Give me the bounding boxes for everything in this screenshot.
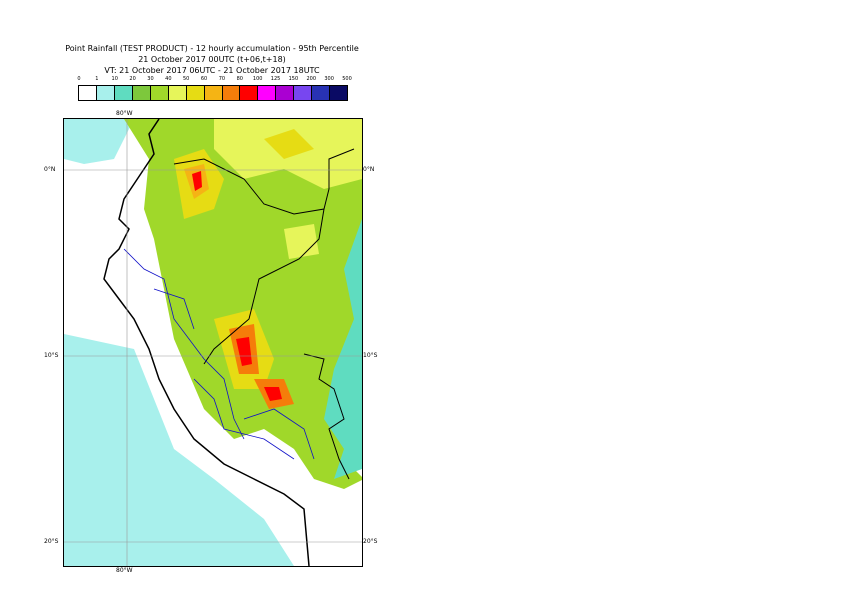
legend-swatch: [294, 86, 313, 100]
legend-tick-label: 60: [200, 76, 208, 82]
legend-swatch: [186, 86, 205, 100]
lat-label-right-0: 0°N: [363, 166, 375, 173]
legend-tick-label: 1: [95, 76, 99, 82]
lat-label-left-20: 20°S: [44, 538, 59, 545]
lat-label-left-0: 0°N: [44, 166, 56, 173]
title-line-3: VT: 21 October 2017 06UTC - 21 October 2…: [104, 66, 320, 75]
legend-tick-label: 50: [183, 76, 190, 82]
legend-swatch: [204, 86, 223, 100]
title-line-1: Point Rainfall (TEST PRODUCT) - 12 hourl…: [65, 44, 359, 53]
legend-tick-label: 500: [342, 76, 352, 82]
legend-tick-label: 200: [306, 76, 317, 82]
map-canvas: [64, 119, 362, 566]
rainfall-map: [63, 118, 363, 567]
legend-swatch: [258, 86, 277, 100]
legend-swatch: [150, 86, 169, 100]
lat-label-right-10: 10°S: [363, 352, 378, 359]
legend-ticks: 0 1 10 20 30 40 50 60 70 80 100 125 150 200 300 500: [77, 76, 351, 85]
legend-tick-label: 30: [147, 76, 154, 82]
ocean-rain-zone: [64, 334, 294, 566]
national-borders: [173, 148, 355, 480]
legend-tick-label: 100: [252, 76, 263, 82]
legend-swatch: [168, 86, 187, 100]
colour-legend: 0 1 10 20 30 40 50 60 70 80 100 125 150 200 300 500: [77, 76, 352, 101]
legend-tick-label: 125: [270, 76, 281, 82]
legend-swatch: [240, 86, 259, 100]
lat-label-right-20: 20°S: [363, 538, 378, 545]
lon-label-top: 80°W: [116, 110, 133, 117]
legend-tick-label: 40: [165, 76, 172, 82]
legend-swatch: [312, 86, 331, 100]
map-gridlines: [64, 119, 362, 566]
legend-tick-label: 80: [236, 76, 243, 82]
legend-swatch: [114, 86, 133, 100]
legend-swatch: [276, 86, 295, 100]
lat-label-left-10: 10°S: [44, 352, 59, 359]
legend-tick-label: 70: [218, 76, 226, 82]
regional-borders: [123, 248, 315, 460]
legend-swatch: [79, 86, 97, 100]
legend-swatch: [330, 86, 348, 100]
legend-tick-label: 300: [324, 76, 334, 82]
legend-swatch: [96, 86, 115, 100]
coastline: [103, 119, 310, 566]
legend-tick-label: 10: [111, 76, 118, 82]
legend-tick-label: 0: [77, 76, 81, 82]
title-line-2: 21 October 2017 00UTC (t+06,t+18): [138, 55, 286, 64]
lon-label-bottom: 80°W: [116, 567, 133, 574]
legend-colour-bar: [78, 85, 348, 101]
legend-tick-label: 20: [129, 76, 136, 82]
legend-swatch: [222, 86, 241, 100]
legend-swatch: [132, 86, 151, 100]
legend-tick-label: 150: [288, 76, 299, 82]
